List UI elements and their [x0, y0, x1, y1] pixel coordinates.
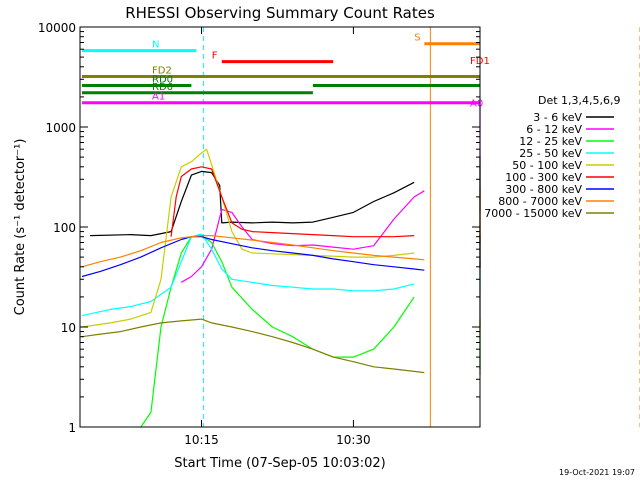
flag-label-5: RD0 [152, 75, 173, 86]
legend-label-3: 25 - 50 keV [519, 147, 582, 160]
x-axis-label: Start Time (07-Sep-05 10:03:02) [174, 456, 385, 471]
y-tick-label-0: 1 [68, 421, 76, 435]
legend-title: Det 1,3,4,5,6,9 [538, 94, 621, 107]
y-tick-label-4: 10000 [38, 21, 76, 35]
flag-label-7: A1 [152, 92, 165, 103]
y-axis-label: Count Rate (s⁻¹ detector⁻¹) [13, 139, 28, 316]
legend-label-2: 12 - 25 keV [519, 135, 582, 148]
legend-label-0: 3 - 6 keV [533, 111, 582, 124]
flag-label-4: FD2 [152, 65, 172, 76]
flag-label-8: A0 [470, 98, 483, 109]
legend-label-4: 50 - 100 keV [512, 159, 582, 172]
y-tick-label-3: 1000 [45, 121, 76, 135]
y-tick-label-2: 100 [53, 221, 76, 235]
series-5-line-0 [170, 166, 415, 238]
legend-label-1: 6 - 12 keV [526, 123, 582, 136]
series-6-line-0 [81, 236, 425, 278]
chart-title: RHESSI Observing Summary Count Rates [125, 4, 435, 22]
series-7-line-0 [81, 235, 425, 268]
legend-label-5: 100 - 300 keV [505, 171, 582, 184]
series-3-line-0 [81, 233, 415, 317]
x-tick-layer: 10:15 10:30 [184, 27, 371, 447]
legend-label-8: 7000 - 15000 keV [484, 207, 582, 220]
legend-label-7: 800 - 7000 keV [498, 195, 582, 208]
y-tick-layer: 1 10 100 1000 10000 [38, 21, 480, 435]
flag-label-6: RD6 [152, 82, 173, 93]
x-tick-label-0: 10:15 [184, 433, 219, 447]
y-tick-label-1: 10 [61, 321, 76, 335]
footer-timestamp: 19-Oct-2021 19:07 [559, 468, 635, 477]
flag-label-2: F [212, 51, 218, 62]
flag-label-0: N [152, 40, 159, 51]
flag-label-1: S [414, 33, 420, 44]
series-8-line-0 [81, 318, 425, 374]
legend-label-6: 300 - 800 keV [505, 183, 582, 196]
x-tick-label-1: 10:30 [336, 433, 371, 447]
